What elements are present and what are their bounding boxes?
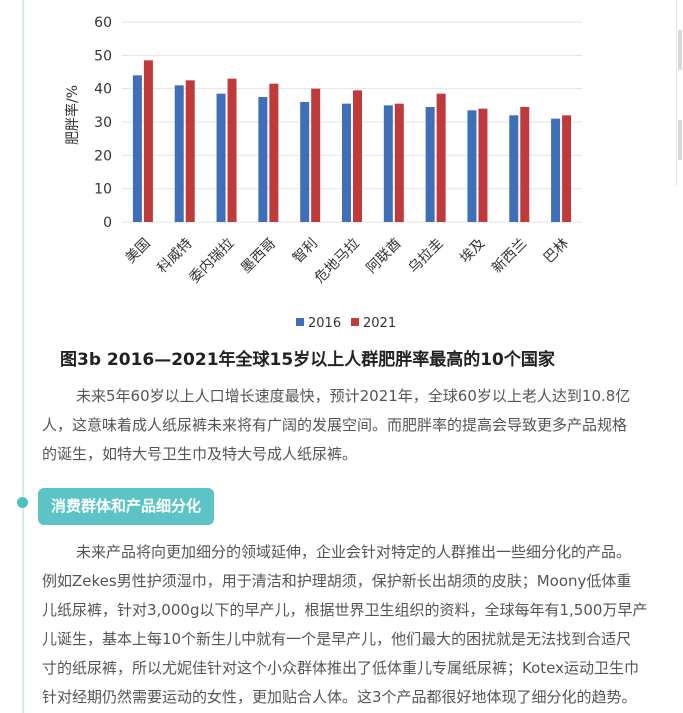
paragraph-segmentation: 未来产品将向更加细分的领域延伸，企业会针对特定的人群推出一些细分化的产品。 例如… [42, 538, 682, 712]
bar-2021 [269, 83, 279, 223]
x-tick-label: 乌拉圭 [405, 236, 446, 277]
x-tick-label: 科威特 [155, 236, 196, 277]
bar-2021 [478, 108, 488, 222]
section-heading: 消费群体和产品细分化 [38, 488, 214, 525]
bar-2016 [300, 102, 310, 222]
x-tick-label: 委内瑞拉 [186, 236, 237, 287]
legend-label: 2021 [363, 316, 396, 331]
bar-2016 [425, 107, 435, 222]
bar-2016 [467, 110, 477, 222]
y-tick-label: 20 [94, 148, 112, 164]
right-fragment-mark [678, 30, 682, 70]
bar-2021 [227, 78, 237, 223]
paragraph-line: 人，这意味着成人纸尿裤未来将有广阔的发展空间。而肥胖率的提高会导致更多产品规格 [42, 416, 628, 434]
x-tick-label: 智利 [290, 236, 321, 267]
y-tick-label: 40 [94, 82, 112, 98]
bar-2016 [216, 93, 226, 223]
bar-2021 [394, 103, 404, 222]
paragraph-line: 未来产品将向更加细分的领域延伸，企业会针对特定的人群推出一些细分化的产品。 [76, 543, 632, 561]
y-tick-label: 0 [103, 215, 112, 231]
legend-swatch-2021 [351, 318, 359, 326]
y-tick-label: 60 [94, 15, 112, 31]
paragraph-line: 例如Zekes男性护须湿巾，用于清洁和护理胡须，保护新长出胡须的皮肤；Moony… [42, 572, 632, 590]
obesity-bar-chart: 0 10 20 30 40 50 60 肥胖率/% 美国 科威特委内瑞拉 墨西哥 智利危地马拉 阿联酋乌… [64, 15, 582, 331]
bar-2016 [174, 85, 184, 222]
y-tick-label: 10 [94, 182, 112, 198]
legend-swatch-2016 [296, 318, 304, 326]
paragraph-line: 针对经期仍然需要运动的女性，更加贴合人体。这3个产品都很好地体现了细分化的趋势。 [42, 688, 637, 706]
y-tick-label: 50 [94, 48, 112, 64]
bar-2016 [258, 97, 268, 222]
bar-2021 [353, 90, 362, 222]
bar-2016 [509, 115, 519, 222]
bar-2016 [132, 75, 142, 222]
figure-caption: 图3b 2016—2021年全球15岁以上人群肥胖率最高的10个国家 [60, 350, 555, 370]
bar-2016 [383, 105, 393, 222]
y-tick-label: 30 [94, 115, 112, 131]
right-fragment-mark [678, 120, 682, 160]
x-tick-label: 埃及 [457, 236, 488, 267]
paragraph-line: 未来5年60岁以上人口增长速度最快，预计2021年，全球60岁以上老人达到10.… [76, 387, 631, 405]
bar-2021 [143, 60, 153, 223]
section-dot [17, 497, 28, 508]
bar-2021 [562, 115, 572, 222]
paragraph-line: 儿诞生，基本上每10个新生儿中就有一个是早产儿，他们最大的困扰就是无法找到合适尺 [42, 630, 632, 648]
bar-2016 [551, 118, 561, 222]
bar-2016 [342, 103, 351, 222]
bar-2021 [520, 107, 530, 222]
right-scroll-fragment [676, 0, 683, 186]
x-tick-label: 阿联酋 [363, 235, 405, 277]
bar-2021 [311, 88, 321, 223]
x-tick-label: 巴林 [541, 236, 572, 267]
bar-2021 [185, 80, 195, 222]
x-tick-label: 新西兰 [489, 236, 530, 277]
bar-2021 [436, 93, 446, 223]
paragraph-line: 寸的纸尿裤，所以尤妮佳针对这个小众群体推出了低体重儿专属纸尿裤；Kotex运动卫… [42, 659, 639, 677]
x-tick-label: 美国 [123, 236, 154, 267]
paragraph-line: 的诞生，如特大号卫生巾及特大号成人纸尿裤。 [42, 445, 358, 463]
paragraph-aging: 未来5年60岁以上人口增长速度最快，预计2021年，全球60岁以上老人达到10.… [42, 382, 682, 469]
x-tick-label: 墨西哥 [238, 236, 279, 277]
y-axis-label: 肥胖率/% [64, 85, 81, 145]
left-border-line [22, 0, 24, 713]
x-tick-label: 危地马拉 [312, 236, 363, 287]
legend-label: 2016 [308, 316, 341, 331]
paragraph-line: 儿纸尿裤，针对3,000g以下的早产儿，根据世界卫生组织的资料，全球每年有1,5… [42, 601, 648, 619]
